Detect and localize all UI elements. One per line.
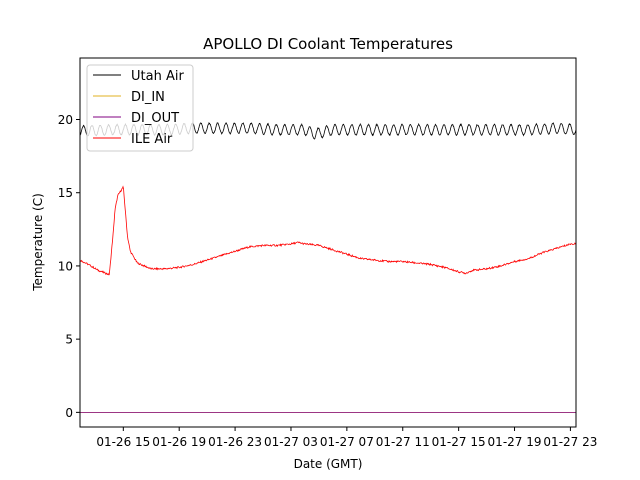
- x-tick-label: 01-27 23: [543, 435, 597, 449]
- y-tick-label: 10: [58, 259, 73, 273]
- legend-label: DI_IN: [131, 90, 165, 105]
- x-tick-label: 01-26 15: [96, 435, 150, 449]
- legend-box: [86, 64, 194, 152]
- x-tick-label: 01-27 03: [264, 435, 318, 449]
- x-axis-label: Date (GMT): [294, 457, 363, 471]
- y-tick-label: 20: [58, 113, 73, 127]
- chart-title: APOLLO DI Coolant Temperatures: [203, 35, 453, 53]
- ticks-layer: 0 5 10 15 20 01-26 15 01-26 19 01-26 23 01-27 03…: [58, 113, 598, 449]
- legend-label: DI_OUT: [131, 111, 179, 126]
- y-tick-label: 0: [65, 406, 73, 420]
- legend-label: ILE Air: [131, 132, 173, 147]
- x-tick-label: 01-27 11: [376, 435, 430, 449]
- legend-label: Utah Air: [131, 69, 184, 84]
- y-tick-label: 5: [65, 333, 73, 347]
- plot-frame: [79, 57, 577, 428]
- legend: Utah Air DI_IN DI_OUT ILE Air: [86, 64, 194, 152]
- x-tick-label: 01-27 07: [320, 435, 374, 449]
- y-tick-label: 15: [58, 186, 73, 200]
- x-tick-label: 01-27 19: [488, 435, 542, 449]
- series-line-ile-air: [80, 185, 576, 276]
- x-tick-label: 01-27 15: [432, 435, 486, 449]
- y-axis-label: Temperature (C): [31, 193, 45, 292]
- x-tick-label: 01-26 19: [152, 435, 206, 449]
- x-tick-label: 01-26 23: [208, 435, 262, 449]
